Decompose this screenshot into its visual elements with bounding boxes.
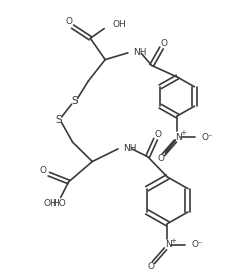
- Text: O: O: [157, 154, 164, 163]
- Text: +: +: [180, 130, 186, 136]
- Text: O⁻: O⁻: [201, 133, 213, 142]
- Text: N: N: [175, 133, 182, 142]
- Text: N: N: [165, 240, 172, 249]
- Text: NH: NH: [133, 48, 146, 57]
- Text: S: S: [55, 115, 62, 125]
- Text: HO: HO: [52, 199, 66, 208]
- Text: OH: OH: [112, 20, 126, 29]
- Text: O⁻: O⁻: [191, 240, 203, 249]
- Text: O: O: [40, 166, 46, 175]
- Text: O: O: [65, 17, 72, 26]
- Text: NH: NH: [123, 144, 136, 153]
- Text: O: O: [161, 39, 168, 48]
- Text: +: +: [170, 238, 176, 244]
- Text: OH: OH: [44, 199, 58, 208]
- Text: O: O: [154, 130, 161, 139]
- Text: O: O: [147, 262, 154, 271]
- Text: S: S: [71, 96, 78, 106]
